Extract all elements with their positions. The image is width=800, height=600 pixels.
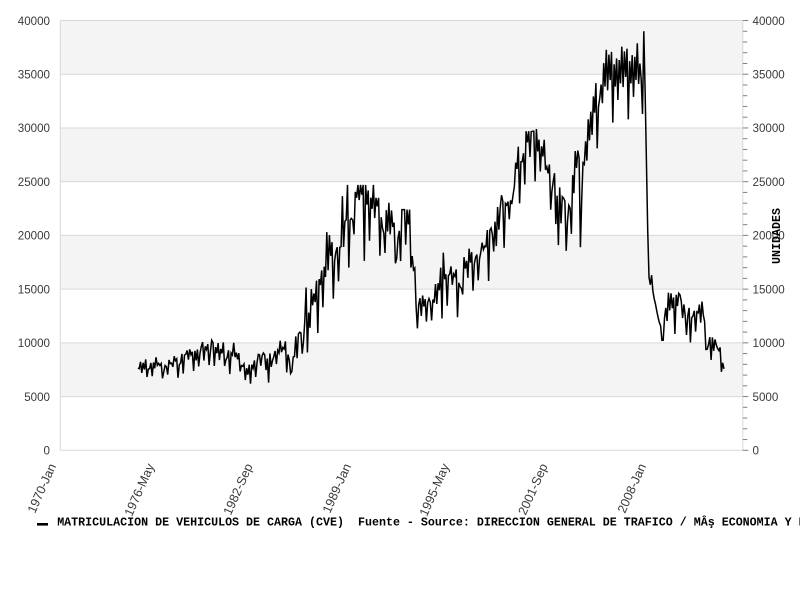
svg-text:35000: 35000 — [753, 69, 785, 82]
svg-text:25000: 25000 — [753, 176, 785, 189]
svg-text:0: 0 — [753, 445, 759, 458]
svg-text:35000: 35000 — [18, 69, 50, 82]
svg-text:15000: 15000 — [753, 283, 785, 296]
svg-text:UNIDADES: UNIDADES — [770, 208, 784, 264]
svg-text:40000: 40000 — [753, 15, 785, 28]
svg-text:25000: 25000 — [18, 176, 50, 189]
svg-text:20000: 20000 — [753, 230, 785, 243]
svg-text:5000: 5000 — [753, 391, 779, 404]
svg-text:0: 0 — [44, 445, 50, 458]
svg-text:MATRICULACION DE VEHICULOS DE: MATRICULACION DE VEHICULOS DE CARGA (CVE… — [57, 516, 800, 530]
svg-text:10000: 10000 — [753, 337, 785, 350]
svg-text:15000: 15000 — [18, 283, 50, 296]
svg-text:20000: 20000 — [18, 230, 50, 243]
svg-text:30000: 30000 — [18, 122, 50, 135]
svg-text:10000: 10000 — [18, 337, 50, 350]
svg-text:40000: 40000 — [18, 15, 50, 28]
svg-text:5000: 5000 — [24, 391, 50, 404]
svg-text:30000: 30000 — [753, 122, 785, 135]
